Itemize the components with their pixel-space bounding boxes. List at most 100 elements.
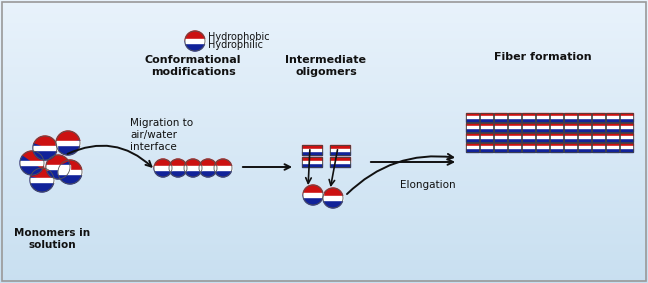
Bar bbox=[0, 7, 648, 8]
Bar bbox=[592, 126, 605, 128]
Bar bbox=[0, 126, 648, 127]
Bar bbox=[577, 113, 590, 117]
Circle shape bbox=[20, 151, 44, 175]
Bar bbox=[0, 53, 648, 54]
Wedge shape bbox=[30, 177, 54, 192]
Bar bbox=[0, 62, 648, 63]
Bar bbox=[0, 230, 648, 231]
Bar bbox=[619, 113, 632, 117]
Bar bbox=[0, 208, 648, 209]
Bar bbox=[0, 233, 648, 234]
Bar bbox=[0, 241, 648, 242]
Bar bbox=[0, 242, 648, 243]
Bar bbox=[0, 269, 648, 270]
Bar bbox=[0, 210, 648, 211]
Bar bbox=[592, 143, 605, 147]
Bar bbox=[619, 146, 632, 148]
Bar bbox=[480, 113, 492, 117]
Bar bbox=[0, 274, 648, 275]
Bar bbox=[0, 116, 648, 117]
Bar bbox=[0, 13, 648, 14]
Wedge shape bbox=[22, 151, 44, 170]
Bar bbox=[0, 214, 648, 215]
Bar bbox=[522, 113, 535, 117]
Bar bbox=[480, 113, 492, 121]
Circle shape bbox=[30, 168, 54, 192]
Bar bbox=[0, 271, 648, 272]
Bar bbox=[522, 143, 535, 151]
Bar bbox=[465, 132, 478, 142]
Bar bbox=[0, 142, 648, 143]
Bar bbox=[0, 118, 648, 119]
Bar bbox=[0, 263, 648, 264]
Bar bbox=[577, 123, 590, 132]
Bar bbox=[480, 113, 492, 121]
Bar bbox=[0, 28, 648, 29]
Bar bbox=[619, 117, 632, 121]
Bar bbox=[0, 69, 648, 70]
Bar bbox=[522, 143, 535, 151]
Bar bbox=[522, 143, 535, 147]
Bar bbox=[0, 238, 648, 239]
Bar bbox=[0, 106, 648, 107]
Bar bbox=[58, 170, 82, 174]
Bar bbox=[0, 141, 648, 142]
Wedge shape bbox=[185, 41, 205, 51]
Bar bbox=[0, 174, 648, 175]
Bar bbox=[564, 127, 577, 132]
Bar bbox=[564, 146, 577, 148]
Bar bbox=[0, 35, 648, 36]
Wedge shape bbox=[154, 159, 172, 168]
Bar bbox=[0, 194, 648, 195]
Bar bbox=[480, 143, 492, 151]
Circle shape bbox=[199, 159, 217, 177]
Bar bbox=[0, 92, 648, 93]
Circle shape bbox=[58, 160, 82, 184]
Bar bbox=[550, 132, 562, 137]
Bar bbox=[0, 178, 648, 179]
Bar bbox=[330, 157, 350, 162]
Bar bbox=[507, 113, 520, 117]
Bar bbox=[0, 108, 648, 109]
Bar bbox=[0, 247, 648, 248]
Bar bbox=[0, 164, 648, 165]
Bar bbox=[577, 136, 590, 138]
Text: Migration to
air/water
interface: Migration to air/water interface bbox=[130, 118, 193, 152]
Bar bbox=[577, 113, 590, 121]
Bar bbox=[0, 24, 648, 25]
Bar bbox=[535, 132, 548, 142]
Bar bbox=[0, 197, 648, 198]
Bar bbox=[330, 162, 350, 167]
Bar bbox=[0, 31, 648, 32]
Bar bbox=[605, 123, 618, 127]
Bar bbox=[0, 281, 648, 282]
Circle shape bbox=[56, 131, 80, 155]
Wedge shape bbox=[169, 168, 187, 177]
Bar bbox=[0, 232, 648, 233]
Bar bbox=[480, 136, 492, 138]
Bar bbox=[507, 143, 520, 151]
Bar bbox=[465, 143, 478, 147]
Bar bbox=[564, 123, 577, 132]
Bar bbox=[0, 134, 648, 135]
Bar bbox=[550, 123, 562, 132]
Bar bbox=[577, 143, 590, 151]
Bar bbox=[0, 52, 648, 53]
Bar bbox=[564, 143, 577, 151]
Bar bbox=[0, 267, 648, 268]
Bar bbox=[494, 127, 507, 132]
Bar bbox=[0, 211, 648, 212]
Bar bbox=[0, 39, 648, 40]
Bar bbox=[522, 123, 535, 127]
Bar bbox=[0, 276, 648, 277]
Bar bbox=[0, 38, 648, 39]
Bar bbox=[550, 147, 562, 151]
Bar bbox=[0, 6, 648, 7]
Bar bbox=[0, 93, 648, 94]
Bar bbox=[577, 146, 590, 148]
Bar bbox=[535, 143, 548, 147]
Bar bbox=[0, 255, 648, 256]
Bar bbox=[619, 132, 632, 142]
Bar bbox=[550, 136, 562, 138]
Bar bbox=[535, 116, 548, 118]
